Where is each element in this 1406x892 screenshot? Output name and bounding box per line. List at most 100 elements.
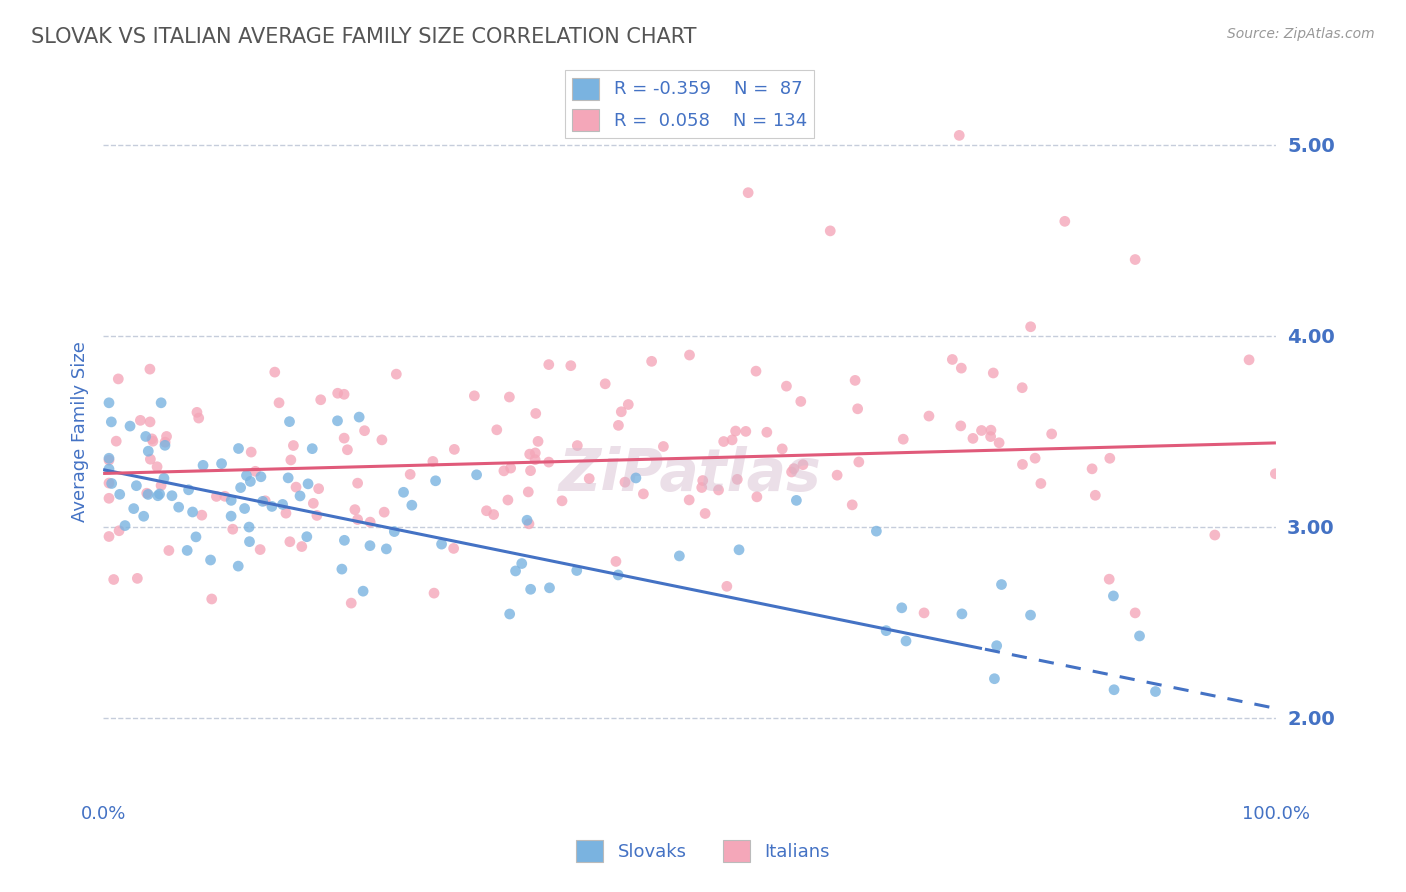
Point — [100, 415, 122, 429]
Point — [359, 515, 381, 529]
Y-axis label: Average Family Size: Average Family Size — [72, 341, 89, 522]
Point — [153, 435, 176, 450]
Point — [755, 425, 778, 440]
Point — [280, 453, 302, 467]
Point — [125, 478, 148, 492]
Point — [238, 534, 260, 549]
Point — [142, 434, 165, 449]
Point — [260, 500, 283, 514]
Point — [1011, 458, 1033, 472]
Point — [962, 431, 984, 445]
Point — [200, 553, 222, 567]
Point — [640, 354, 662, 368]
Point — [98, 529, 121, 543]
Point — [1144, 684, 1167, 698]
Point — [1024, 451, 1046, 466]
Point — [790, 394, 813, 409]
Point — [114, 518, 136, 533]
Point — [422, 454, 444, 468]
Point — [825, 468, 848, 483]
Point — [498, 607, 520, 621]
Point — [238, 520, 260, 534]
Point — [249, 542, 271, 557]
Point — [150, 478, 173, 492]
Point — [505, 564, 527, 578]
Point — [343, 502, 366, 516]
Point — [136, 444, 159, 458]
Point — [1123, 606, 1146, 620]
Point — [605, 554, 627, 568]
Point — [153, 438, 176, 452]
Point — [990, 577, 1012, 591]
Point — [1098, 572, 1121, 586]
Point — [423, 586, 446, 600]
Point — [233, 501, 256, 516]
Point — [333, 533, 356, 548]
Point — [375, 541, 398, 556]
Point — [695, 507, 717, 521]
Point — [875, 624, 897, 638]
Text: ZiPatlas: ZiPatlas — [558, 447, 821, 503]
Point — [191, 458, 214, 473]
Point — [226, 559, 249, 574]
Point — [135, 486, 157, 500]
Point — [187, 411, 209, 425]
Point — [330, 562, 353, 576]
Point — [678, 348, 700, 362]
Point — [567, 439, 589, 453]
Point — [981, 366, 1004, 380]
Point — [737, 186, 759, 200]
Point — [820, 224, 842, 238]
Point — [678, 492, 700, 507]
Point — [353, 424, 375, 438]
Point — [475, 504, 498, 518]
Point — [1040, 426, 1063, 441]
Point — [340, 596, 363, 610]
Point — [392, 485, 415, 500]
Point — [950, 607, 973, 621]
Point — [245, 464, 267, 478]
Point — [295, 530, 318, 544]
Point — [297, 476, 319, 491]
Point — [607, 568, 630, 582]
Point — [633, 487, 655, 501]
Point — [129, 413, 152, 427]
Point — [538, 581, 561, 595]
Point — [891, 432, 914, 446]
Point — [983, 672, 1005, 686]
Point — [846, 401, 869, 416]
Point — [122, 501, 145, 516]
Point — [228, 442, 250, 456]
Point — [844, 373, 866, 387]
Point — [108, 487, 131, 501]
Point — [668, 549, 690, 563]
Point — [181, 505, 204, 519]
Point — [118, 419, 141, 434]
Point — [285, 480, 308, 494]
Point — [274, 506, 297, 520]
Point — [211, 457, 233, 471]
Point — [465, 467, 488, 482]
Point — [785, 493, 807, 508]
Text: Source: ZipAtlas.com: Source: ZipAtlas.com — [1227, 27, 1375, 41]
Point — [373, 505, 395, 519]
Point — [214, 489, 236, 503]
Point — [607, 418, 630, 433]
Point — [155, 429, 177, 443]
Point — [728, 542, 751, 557]
Point — [139, 362, 162, 376]
Point — [948, 128, 970, 143]
Point — [485, 423, 508, 437]
Point — [108, 524, 131, 538]
Point — [98, 476, 121, 491]
Point — [146, 489, 169, 503]
Point — [707, 483, 730, 497]
Point — [745, 490, 768, 504]
Point — [517, 484, 540, 499]
Point — [617, 397, 640, 411]
Point — [98, 396, 121, 410]
Point — [912, 606, 935, 620]
Point — [167, 500, 190, 515]
Point — [537, 455, 560, 469]
Point — [347, 410, 370, 425]
